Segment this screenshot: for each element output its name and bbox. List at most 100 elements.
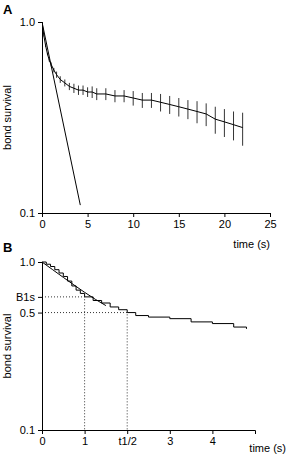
- tick-mark: [85, 430, 86, 434]
- panel-label: B: [3, 240, 12, 255]
- error-bar: [78, 86, 79, 95]
- error-bar: [47, 53, 48, 55]
- x-axis-title: time (s): [249, 442, 286, 454]
- error-bar: [206, 103, 207, 126]
- x-axis-title: time (s): [233, 238, 270, 250]
- error-bar: [233, 111, 234, 140]
- tick-label: 20: [219, 218, 231, 230]
- error-bar: [124, 90, 125, 102]
- error-bar: [96, 88, 97, 100]
- tick: 3: [167, 430, 173, 447]
- axis-line: [38, 23, 43, 214]
- series-line: [42, 22, 80, 205]
- error-bar: [60, 76, 61, 83]
- tick: 15: [173, 213, 185, 230]
- guide-line: [42, 297, 85, 430]
- tick-label: 10: [128, 218, 140, 230]
- tick: 20: [219, 213, 231, 230]
- panel-label: A: [3, 2, 13, 17]
- tick: 0.1: [20, 424, 42, 436]
- tick-label: t1/2: [119, 435, 137, 447]
- tick-label: 15: [173, 218, 185, 230]
- axis-line: [43, 214, 271, 218]
- error-bar: [242, 113, 243, 146]
- series-line: [42, 262, 106, 306]
- tick: 25: [264, 213, 276, 230]
- error-bar: [114, 90, 115, 102]
- tick-mark: [88, 213, 89, 217]
- tick-label: 0.5: [20, 307, 35, 319]
- panel: 0 1 t1/2 3 4 0.1 0.5 B1s 1.0 Bbond survival time (…: [1, 240, 286, 454]
- y-axis: 0.1 1.0: [20, 16, 43, 219]
- error-bar: [169, 96, 170, 114]
- error-bar: [133, 91, 134, 106]
- series-line: [42, 262, 246, 329]
- tick-mark: [170, 430, 171, 434]
- error-bar: [142, 93, 143, 108]
- tick: 1: [82, 430, 88, 447]
- tick: 0: [39, 213, 45, 230]
- error-bar: [215, 107, 216, 134]
- error-bar: [56, 72, 57, 78]
- tick-mark: [38, 262, 42, 263]
- tick-mark: [38, 430, 42, 431]
- error-bar: [178, 98, 179, 117]
- error-bar: [45, 45, 46, 47]
- error-bar: [197, 101, 198, 123]
- tick-mark: [133, 213, 134, 217]
- tick-label: B1s: [16, 291, 35, 303]
- tick: 1.0: [20, 256, 42, 268]
- error-bar: [73, 84, 74, 93]
- tick: 10: [128, 213, 140, 230]
- tick-mark: [212, 430, 213, 434]
- error-bar: [53, 68, 54, 72]
- tick: t1/2: [119, 430, 137, 447]
- error-bar: [64, 79, 65, 86]
- tick: 1.0: [20, 16, 42, 28]
- plot-area: [42, 22, 243, 205]
- tick-mark: [38, 313, 42, 314]
- error-bar: [69, 83, 70, 90]
- guide-line: [42, 313, 127, 430]
- tick-label: 4: [210, 435, 216, 447]
- tick-label: 25: [264, 218, 276, 230]
- tick-mark: [38, 297, 42, 298]
- tick-label: 0: [39, 218, 45, 230]
- y-axis-title: bond survival: [1, 85, 13, 150]
- error-bar: [105, 88, 106, 100]
- error-bar: [87, 87, 88, 97]
- plot-area: [42, 262, 246, 430]
- tick-label: 5: [85, 218, 91, 230]
- tick-mark: [179, 213, 180, 217]
- tick-label: 0: [39, 435, 45, 447]
- tick-label: 1.0: [20, 16, 35, 28]
- tick: 5: [85, 213, 91, 230]
- tick-label: 0.1: [20, 207, 35, 219]
- y-axis-title: bond survival: [1, 314, 13, 379]
- tick: 0.1: [20, 207, 42, 219]
- error-bar: [151, 93, 152, 108]
- tick: 4: [210, 430, 216, 447]
- axis-line: [43, 431, 256, 435]
- panel: 0 5 10 15 20 25 0.1 1.0 Abond survival time (s): [1, 2, 277, 250]
- tick-label: 1: [82, 435, 88, 447]
- tick-mark: [38, 213, 42, 214]
- tick-mark: [224, 213, 225, 217]
- figure: 0 5 10 15 20 25 0.1 1.0 Abond survival time (s) 0 1…: [0, 0, 288, 468]
- y-axis: 0.1 0.5 B1s 1.0: [16, 256, 42, 436]
- tick: B1s: [16, 291, 42, 303]
- error-bar: [224, 109, 225, 137]
- error-bar: [92, 86, 93, 98]
- tick-mark: [270, 213, 271, 217]
- series-line: [42, 22, 243, 128]
- tick-label: 1.0: [20, 256, 35, 268]
- error-bar: [83, 86, 84, 95]
- tick: 0.5: [20, 307, 42, 319]
- error-bar: [187, 100, 188, 119]
- tick-mark: [38, 22, 42, 23]
- axis-line: [38, 263, 43, 431]
- tick-mark: [127, 430, 128, 434]
- x-axis: 0 1 t1/2 3 4: [39, 430, 255, 447]
- error-bar: [160, 94, 161, 112]
- tick-label: 0.1: [20, 424, 35, 436]
